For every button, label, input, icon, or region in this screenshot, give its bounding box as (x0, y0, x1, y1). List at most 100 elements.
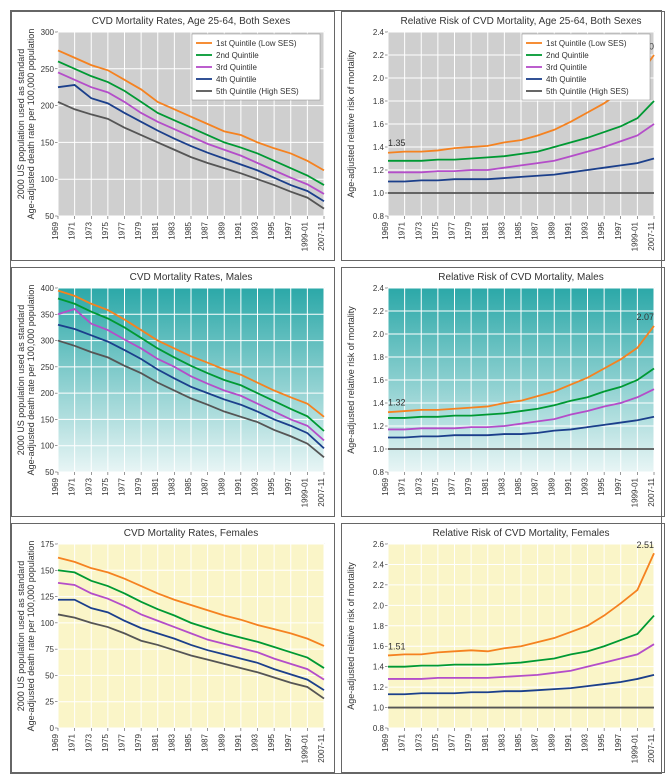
y-tick-label: 200 (41, 389, 55, 398)
y-tick-label: 1.0 (373, 704, 385, 713)
chart-svg: CVD Mortality Rates, Females025507510012… (12, 524, 334, 772)
y-tick-label: 2.0 (373, 601, 385, 610)
y-tick-label: 400 (41, 284, 55, 293)
y-tick-label: 2.0 (373, 330, 385, 339)
y-tick-label: 1.6 (373, 376, 385, 385)
y-tick-label: 175 (41, 540, 55, 549)
x-tick-label: 1987 (201, 733, 210, 751)
y-tick-label: 150 (41, 566, 55, 575)
x-tick-label: 1983 (497, 221, 506, 239)
x-tick-label: 1969 (51, 221, 60, 239)
y-tick-label: 1.8 (373, 353, 385, 362)
x-tick-label: 1995 (597, 477, 606, 495)
y-tick-label: 250 (41, 363, 55, 372)
x-tick-label: 1989 (217, 221, 226, 239)
chart-svg: Relative Risk of CVD Mortality, Females 0… (342, 524, 664, 772)
x-tick-label: 1973 (414, 733, 423, 751)
y-tick-label: 2.2 (373, 581, 385, 590)
x-tick-label: 2007-11 (647, 733, 656, 762)
x-tick-label: 1991 (564, 733, 573, 751)
chart-title: Relative Risk of CVD Mortality, Females (432, 528, 609, 539)
y-tick-label: 1.2 (373, 683, 385, 692)
y-tick-label: 100 (41, 175, 55, 184)
y-tick-label: 1.4 (373, 663, 385, 672)
x-tick-label: 1981 (481, 733, 490, 751)
x-tick-label: 1977 (448, 477, 457, 495)
x-tick-label: 1985 (514, 477, 523, 495)
x-tick-label: 1977 (118, 477, 127, 495)
x-tick-label: 1979 (134, 477, 143, 495)
y-axis-label: 2000 US population used as standard (16, 561, 26, 712)
x-tick-label: 1973 (414, 477, 423, 495)
y-tick-label: 1.0 (373, 445, 385, 454)
x-tick-label: 1997 (614, 477, 623, 495)
y-tick-label: 2.4 (373, 284, 385, 293)
y-axis-label: Age-adjusted death rate per 100,000 popu… (26, 29, 36, 220)
y-tick-label: 100 (41, 442, 55, 451)
x-tick-label: 1991 (564, 477, 573, 495)
x-tick-label: 1975 (431, 733, 440, 751)
x-tick-label: 1993 (581, 733, 590, 751)
x-tick-label: 1995 (597, 221, 606, 239)
x-tick-label: 1971 (398, 733, 407, 751)
x-tick-label: 1975 (101, 221, 110, 239)
x-tick-label: 2007-11 (647, 221, 656, 250)
x-tick-label: 1991 (234, 477, 243, 495)
x-tick-label: 1971 (68, 221, 77, 239)
x-tick-label: 1993 (581, 221, 590, 239)
y-tick-label: 75 (45, 645, 54, 654)
y-tick-label: 1.0 (373, 189, 385, 198)
y-tick-label: 50 (45, 468, 54, 477)
x-tick-label: 1985 (184, 733, 193, 751)
x-tick-label: 1985 (184, 221, 193, 239)
chart-panel-p6: Relative Risk of CVD Mortality, Females 0… (341, 523, 665, 773)
x-tick-label: 1981 (481, 221, 490, 239)
x-tick-label: 1969 (381, 477, 390, 495)
x-tick-label: 1971 (68, 477, 77, 495)
y-tick-label: 0 (50, 724, 55, 733)
x-tick-label: 1975 (101, 477, 110, 495)
x-tick-label: 1993 (251, 733, 260, 751)
x-tick-label: 1979 (134, 221, 143, 239)
y-tick-label: 1.4 (373, 143, 385, 152)
x-tick-label: 1999-01 (630, 221, 639, 251)
chart-panel-p4: Relative Risk of CVD Mortality, Males0.8… (341, 267, 665, 517)
chart-panel-p2: Relative Risk of CVD Mortality, Age 25-6… (341, 11, 665, 261)
chart-grid: CVD Mortality Rates, Age 25-64, Both Sex… (10, 10, 662, 774)
chart-svg: Relative Risk of CVD Mortality, Age 25-6… (342, 12, 664, 260)
x-tick-label: 1997 (614, 733, 623, 751)
y-tick-label: 0.8 (373, 724, 385, 733)
x-tick-label: 1975 (101, 733, 110, 751)
x-tick-label: 1987 (531, 477, 540, 495)
x-tick-label: 1969 (51, 477, 60, 495)
legend-label: 5th Quintile (High SES) (216, 87, 299, 96)
x-tick-label: 1979 (134, 733, 143, 751)
y-tick-label: 1.2 (373, 166, 385, 175)
chart-svg: Relative Risk of CVD Mortality, Males0.8… (342, 268, 664, 516)
x-tick-label: 1997 (284, 733, 293, 751)
chart-panel-p1: CVD Mortality Rates, Age 25-64, Both Sex… (11, 11, 335, 261)
y-axis-label: Age-adjusted relative risk of mortality (346, 50, 356, 198)
x-tick-label: 2007-11 (317, 733, 326, 762)
y-tick-label: 0.8 (373, 468, 385, 477)
y-tick-label: 125 (41, 593, 55, 602)
x-tick-label: 1991 (234, 733, 243, 751)
x-tick-label: 1987 (201, 221, 210, 239)
x-tick-label: 1981 (151, 221, 160, 239)
x-tick-label: 1975 (431, 221, 440, 239)
x-tick-label: 2007-11 (317, 477, 326, 506)
y-tick-label: 2.0 (373, 74, 385, 83)
x-tick-label: 1973 (414, 221, 423, 239)
chart-title: CVD Mortality Rates, Age 25-64, Both Sex… (92, 16, 290, 27)
x-tick-label: 1969 (381, 733, 390, 751)
x-tick-label: 1999-01 (300, 733, 309, 763)
y-tick-label: 1.8 (373, 622, 385, 631)
legend-label: 1st Quintile (Low SES) (546, 39, 627, 48)
y-axis-label: 2000 US population used as standard (16, 305, 26, 456)
y-tick-label: 1.6 (373, 120, 385, 129)
x-tick-label: 1995 (267, 477, 276, 495)
x-tick-label: 1999-01 (630, 733, 639, 763)
legend-label: 4th Quintile (216, 75, 257, 84)
y-tick-label: 350 (41, 310, 55, 319)
x-tick-label: 1981 (151, 733, 160, 751)
